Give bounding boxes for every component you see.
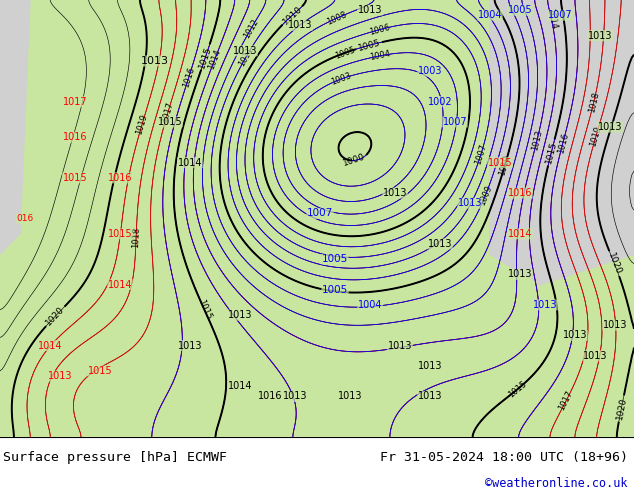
Text: 1013: 1013 <box>288 21 313 30</box>
Text: 1011: 1011 <box>237 46 255 69</box>
Text: 1007: 1007 <box>443 117 467 127</box>
Text: 1005: 1005 <box>334 45 357 60</box>
Text: 1016: 1016 <box>508 188 533 198</box>
Text: 1018: 1018 <box>587 91 600 114</box>
Text: 1016: 1016 <box>556 131 570 154</box>
Text: 1014: 1014 <box>228 381 252 391</box>
Text: 1002: 1002 <box>428 97 452 107</box>
Text: 1010: 1010 <box>281 4 304 26</box>
Text: 1019: 1019 <box>135 113 150 136</box>
Text: 1016: 1016 <box>63 132 87 142</box>
Text: 1015: 1015 <box>158 117 183 127</box>
Text: 1013: 1013 <box>418 361 443 371</box>
Text: 1014: 1014 <box>545 7 558 30</box>
Text: 1013: 1013 <box>563 330 587 341</box>
Text: 1007: 1007 <box>474 142 489 165</box>
Text: 1020: 1020 <box>615 396 628 420</box>
Text: 1004: 1004 <box>478 10 502 20</box>
Text: 1015: 1015 <box>108 229 133 239</box>
Text: 1016: 1016 <box>181 66 196 89</box>
Polygon shape <box>490 0 634 285</box>
Text: 1013: 1013 <box>383 188 407 198</box>
Text: 1013: 1013 <box>418 392 443 401</box>
Text: 1020: 1020 <box>606 251 623 276</box>
Text: 1008: 1008 <box>326 10 349 26</box>
Text: 1012: 1012 <box>242 17 260 40</box>
Text: 1014: 1014 <box>508 229 533 239</box>
Text: 1014: 1014 <box>178 158 202 168</box>
Text: 1013: 1013 <box>598 122 622 132</box>
Text: 1005: 1005 <box>322 254 348 264</box>
Text: 1017: 1017 <box>161 100 176 123</box>
Text: 1015: 1015 <box>488 158 512 168</box>
Text: 1013: 1013 <box>178 341 202 351</box>
Text: 1007: 1007 <box>307 208 333 219</box>
Text: 1004: 1004 <box>368 49 391 62</box>
Text: 1010: 1010 <box>498 153 512 176</box>
Text: 1004: 1004 <box>358 300 382 310</box>
Text: 1019: 1019 <box>589 125 603 147</box>
Text: 1013: 1013 <box>428 239 452 249</box>
Text: 1003: 1003 <box>418 66 443 76</box>
Text: 1005: 1005 <box>357 38 381 53</box>
Text: 1003: 1003 <box>330 71 353 87</box>
Text: 016: 016 <box>16 214 34 223</box>
Text: 1005: 1005 <box>322 285 348 294</box>
Text: 1013: 1013 <box>603 320 627 330</box>
Text: 1013: 1013 <box>358 5 382 15</box>
Text: 1018: 1018 <box>131 226 141 248</box>
Text: 1014: 1014 <box>207 48 223 71</box>
Text: 1013: 1013 <box>48 371 72 381</box>
Text: Fr 31-05-2024 18:00 UTC (18+96): Fr 31-05-2024 18:00 UTC (18+96) <box>380 451 628 464</box>
Text: 1013: 1013 <box>388 341 412 351</box>
Text: 1016: 1016 <box>258 392 282 401</box>
Text: 1007: 1007 <box>548 10 573 20</box>
Text: 1015: 1015 <box>196 298 213 321</box>
Text: 1006: 1006 <box>368 23 391 37</box>
Text: 1013: 1013 <box>228 310 252 320</box>
Text: 1009: 1009 <box>477 183 494 206</box>
Text: 1013: 1013 <box>338 392 362 401</box>
Text: 1017: 1017 <box>63 97 87 107</box>
Text: 1013: 1013 <box>583 351 607 361</box>
Text: 1013: 1013 <box>533 300 557 310</box>
Text: 1016: 1016 <box>108 173 133 183</box>
Text: 1014: 1014 <box>108 280 133 290</box>
Text: 1013: 1013 <box>508 270 533 279</box>
Text: 1015: 1015 <box>63 173 87 183</box>
Text: 1013: 1013 <box>141 56 169 66</box>
Text: 1020: 1020 <box>44 305 67 328</box>
Text: 1005: 1005 <box>508 5 533 15</box>
Text: 1015: 1015 <box>507 379 528 399</box>
Text: Surface pressure [hPa] ECMWF: Surface pressure [hPa] ECMWF <box>3 451 227 464</box>
Text: 1013: 1013 <box>233 46 257 56</box>
Polygon shape <box>0 0 30 254</box>
Text: 1000: 1000 <box>342 152 366 169</box>
Text: 1017: 1017 <box>557 389 575 412</box>
Text: 1015: 1015 <box>544 140 559 165</box>
Text: 1013: 1013 <box>588 30 612 41</box>
Text: 1013: 1013 <box>458 198 482 208</box>
Text: 1013: 1013 <box>283 392 307 401</box>
Text: 1015: 1015 <box>198 45 214 70</box>
Text: 1015: 1015 <box>87 366 112 376</box>
Text: ©weatheronline.co.uk: ©weatheronline.co.uk <box>485 477 628 490</box>
Text: 1014: 1014 <box>38 341 62 351</box>
Text: 1013: 1013 <box>530 129 544 152</box>
